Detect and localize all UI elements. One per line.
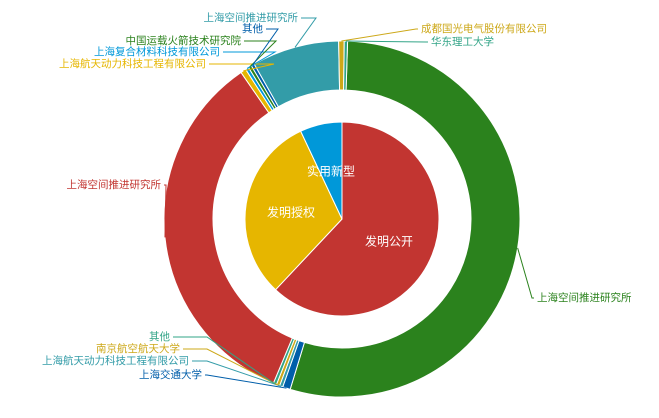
inner-labels: 发明公开 发明授权 实用新型 xyxy=(267,164,413,249)
outer-leader-line-10 xyxy=(294,17,317,48)
outer-slice-label-1: 上海交通大学 xyxy=(139,368,202,381)
inner-slice-2[interactable] xyxy=(300,121,343,220)
outer-slice-label-7: 上海复合材料科技有限公司 xyxy=(94,45,220,58)
outer-leader-line-5 xyxy=(164,184,167,238)
outer-slice-5[interactable] xyxy=(163,71,293,384)
inner-pie xyxy=(244,121,440,317)
outer-slice-label-6: 上海航天动力科技工程有限公司 xyxy=(59,57,206,70)
outer-slice-label-4: 其他 xyxy=(149,330,170,343)
outer-leader-line-2 xyxy=(192,360,282,387)
outer-leader-line-8 xyxy=(244,40,278,68)
outer-slice-label-9: 其他 xyxy=(242,22,263,35)
inner-slice-label-1: 发明授权 xyxy=(267,205,315,220)
outer-leader-line-4 xyxy=(173,336,276,385)
outer-slice-label-0: 上海空间推进研究所 xyxy=(537,291,632,304)
inner-slice-0[interactable] xyxy=(274,121,440,317)
outer-leader-line-12 xyxy=(345,40,428,43)
outer-slice-label-8: 中国运载火箭技术研究院 xyxy=(126,34,242,47)
outer-slice-0[interactable] xyxy=(289,40,521,398)
outer-leader-line-3 xyxy=(183,348,279,386)
outer-slice-label-12: 华东理工大学 xyxy=(431,35,494,48)
outer-leader-line-9 xyxy=(252,28,279,66)
outer-leader-line-11 xyxy=(341,28,418,42)
outer-leader-line-1 xyxy=(205,374,287,389)
outer-labels: 上海空间推进研究所上海交通大学上海航天动力科技工程有限公司南京航空航天大学其他上… xyxy=(42,11,632,389)
outer-leader-line-7 xyxy=(223,51,277,69)
outer-slice-label-2: 上海航天动力科技工程有限公司 xyxy=(42,354,189,367)
outer-slice-label-10: 上海空间推进研究所 xyxy=(204,11,299,24)
inner-slice-1[interactable] xyxy=(244,130,343,291)
outer-slice-label-11: 成都国光电气股份有限公司 xyxy=(421,22,547,35)
inner-slice-label-2: 实用新型 xyxy=(307,164,355,179)
outer-slice-12[interactable] xyxy=(343,40,349,91)
outer-leader-line-6 xyxy=(209,63,275,72)
inner-slice-label-0: 发明公开 xyxy=(365,234,413,249)
outer-slice-label-3: 南京航空航天大学 xyxy=(96,342,180,355)
outer-slice-label-5: 上海空间推进研究所 xyxy=(67,178,162,191)
outer-leader-line-0 xyxy=(517,247,534,299)
outer-ring xyxy=(163,40,521,398)
